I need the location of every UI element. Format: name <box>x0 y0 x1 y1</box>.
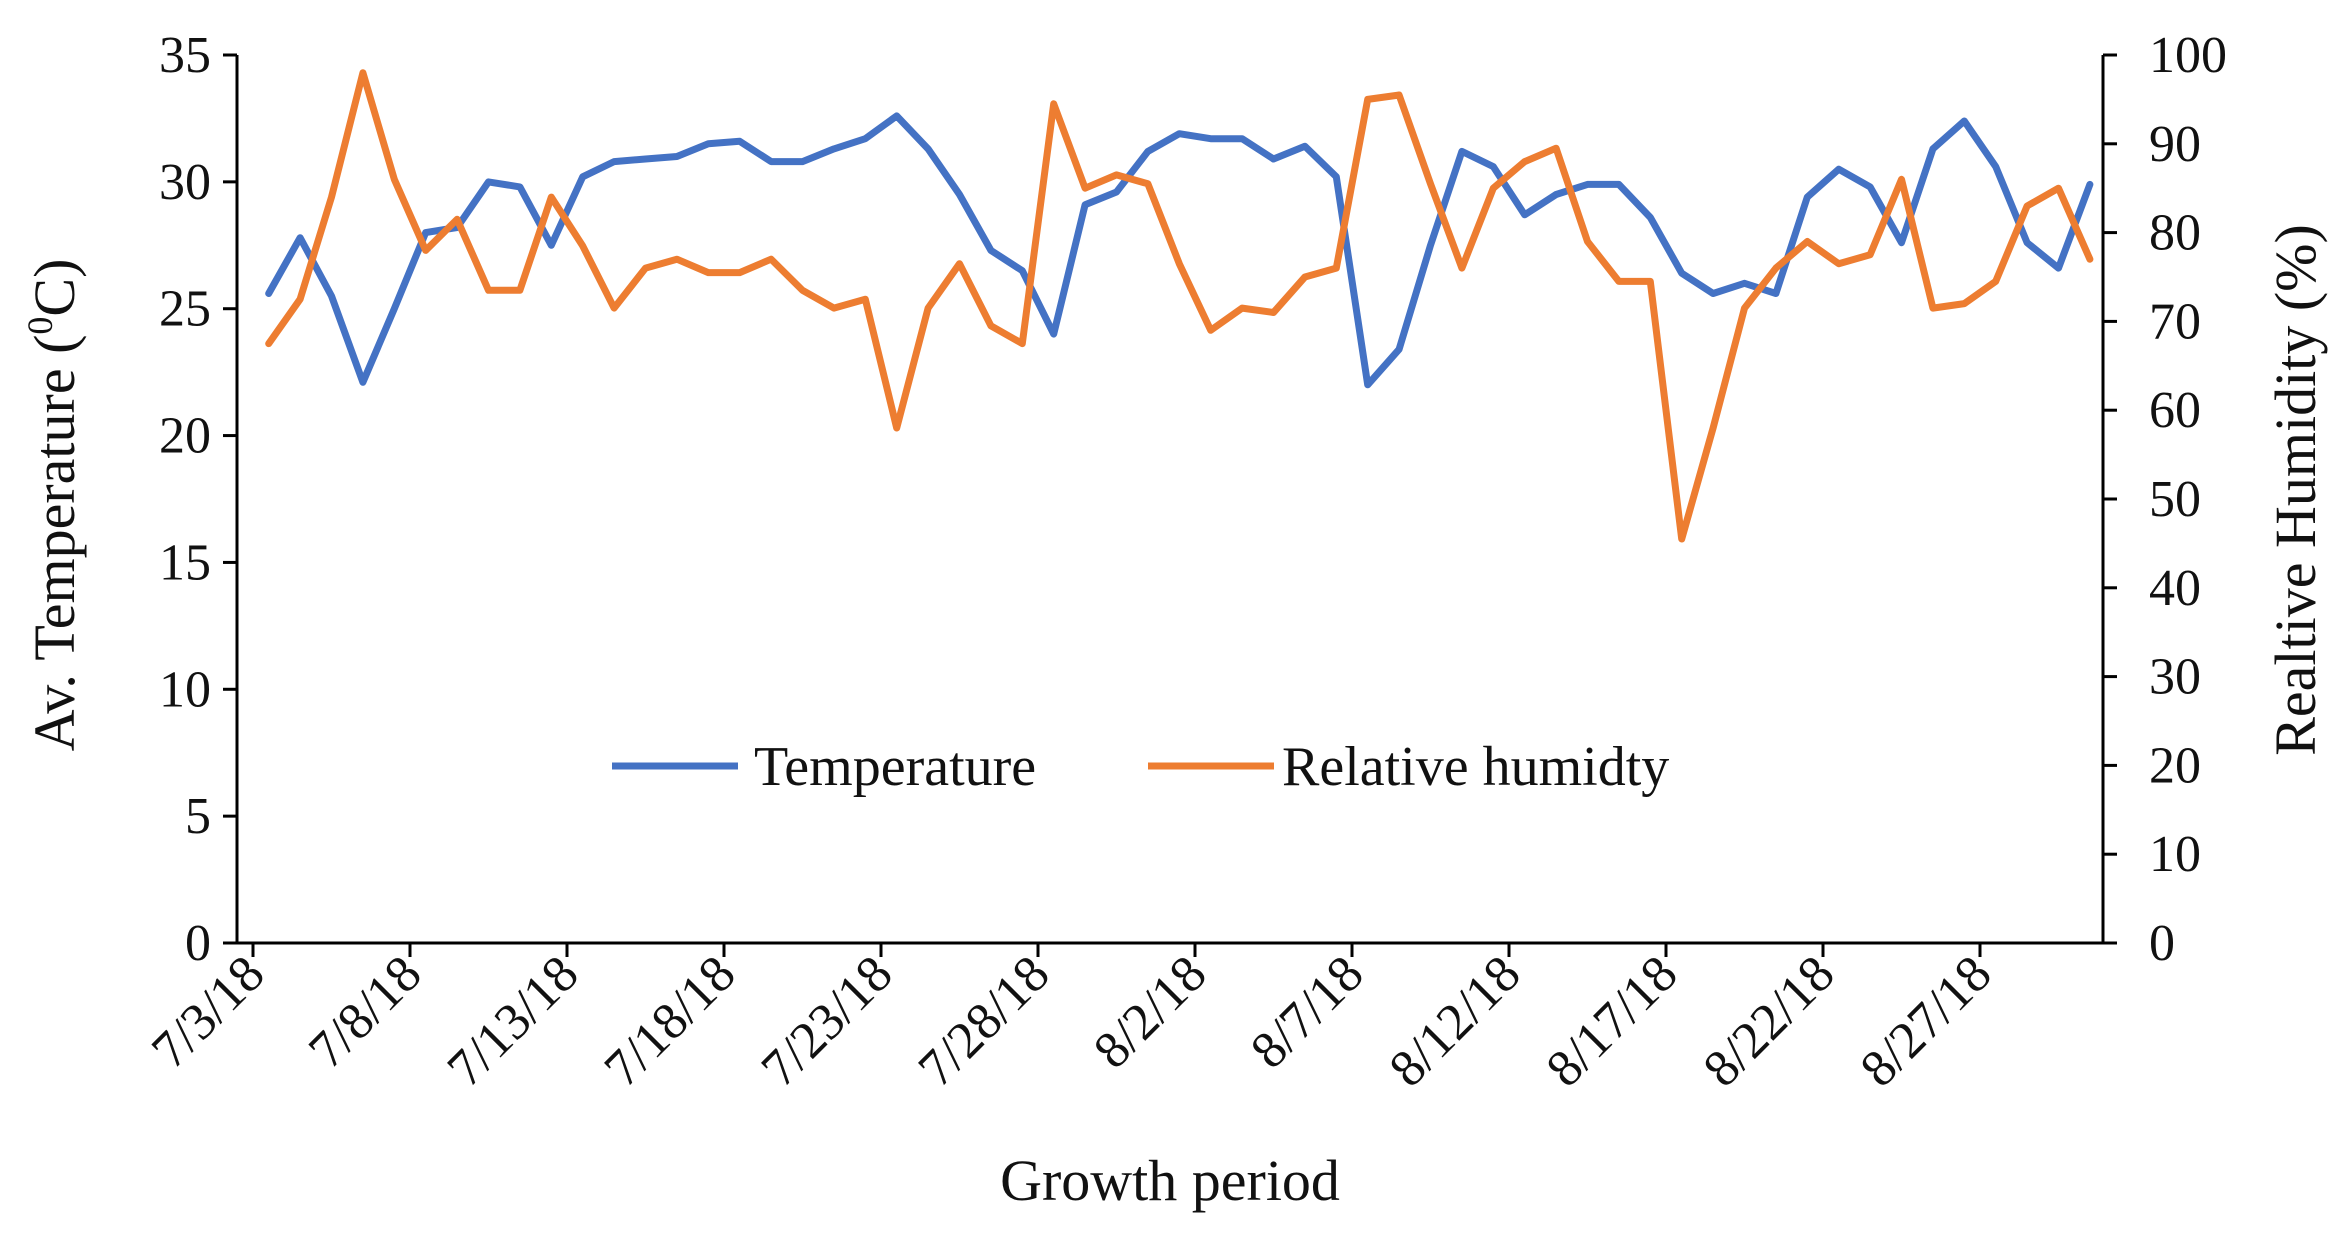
left-y-axis-title-end: C) <box>22 259 87 317</box>
x-tick-label: 8/27/18 <box>1850 945 2003 1098</box>
x-tick-label: 7/13/18 <box>437 945 590 1098</box>
right-tick-label: 70 <box>2149 293 2201 350</box>
x-tick-label: 8/7/18 <box>1240 945 1374 1079</box>
right-tick-label: 20 <box>2149 737 2201 794</box>
x-tick-label: 8/12/18 <box>1379 945 1532 1098</box>
right-tick-label: 60 <box>2149 382 2201 439</box>
right-tick-label: 10 <box>2149 826 2201 883</box>
left-tick-label: 15 <box>159 534 211 591</box>
right-tick-label: 50 <box>2149 471 2201 528</box>
left-tick-label: 35 <box>159 27 211 84</box>
series-line-relative-humidity <box>265 69 2094 543</box>
series-group <box>265 69 2094 543</box>
right-y-ticks: 0 10 20 30 40 50 60 70 80 90 100 <box>2103 27 2227 972</box>
left-y-ticks: 0 5 10 15 20 25 30 35 <box>159 27 237 972</box>
x-tick-label: 8/2/18 <box>1083 945 1217 1079</box>
x-axis-title: Growth period <box>1000 1148 1340 1213</box>
left-tick-label: 30 <box>159 154 211 211</box>
right-tick-label: 0 <box>2149 915 2175 972</box>
left-tick-label: 25 <box>159 281 211 338</box>
left-y-axis-title-main: Av. Temperature ( <box>22 335 87 752</box>
right-tick-label: 30 <box>2149 649 2201 706</box>
left-tick-label: 5 <box>185 788 211 845</box>
right-tick-label: 80 <box>2149 205 2201 262</box>
legend-label-temperature: Temperature <box>754 736 1036 798</box>
x-tick-label: 8/17/18 <box>1536 945 1689 1098</box>
x-tick-label: 8/22/18 <box>1693 945 1846 1098</box>
right-tick-label: 90 <box>2149 116 2201 173</box>
x-tick-label: 7/8/18 <box>298 945 432 1079</box>
x-ticks: 7/3/18 7/8/18 7/13/18 7/18/18 7/23/18 7/28/18… <box>141 943 2002 1098</box>
left-tick-label: 20 <box>159 408 211 465</box>
left-tick-label: 0 <box>185 915 211 972</box>
right-y-axis-title: Realtive Humidity (%) <box>2263 224 2328 756</box>
right-tick-label: 40 <box>2149 560 2201 617</box>
legend: Temperature Relative humidty <box>612 736 1669 798</box>
left-y-axis-title: Av. Temperature (0C) <box>20 259 87 752</box>
x-tick-label: 7/28/18 <box>908 945 1061 1098</box>
right-tick-label: 100 <box>2149 27 2227 84</box>
x-tick-label: 7/18/18 <box>594 945 747 1098</box>
left-tick-label: 10 <box>159 661 211 718</box>
left-y-axis-title-superscript: 0 <box>20 317 60 335</box>
x-tick-label: 7/23/18 <box>751 945 904 1098</box>
legend-label-relative-humidity: Relative humidty <box>1282 736 1669 798</box>
